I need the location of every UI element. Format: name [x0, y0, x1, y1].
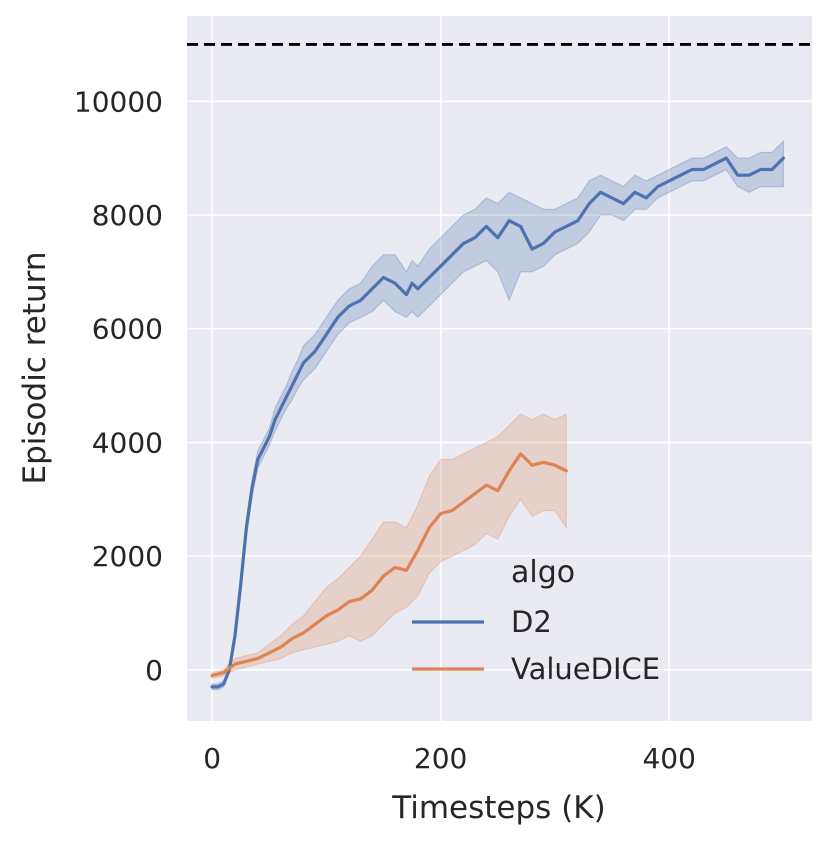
line-valuedice: [210, 452, 568, 678]
y-tick-label: 10000: [74, 85, 163, 118]
grid-lines: [187, 16, 812, 721]
x-tick-label: 200: [414, 742, 467, 775]
x-axis-label: Timesteps (K): [391, 790, 605, 826]
legend-label-d2: D2: [511, 605, 552, 639]
y-tick-label: 8000: [92, 199, 163, 232]
series-lines: [210, 156, 786, 689]
legend-title: algo: [511, 555, 575, 590]
x-tick-label: 0: [203, 742, 221, 775]
band-d2: [211, 139, 784, 691]
band-valuedice: [211, 413, 567, 680]
y-axis-label: Episodic return: [17, 252, 53, 485]
line-d2: [210, 156, 786, 689]
legend: algo D2 ValueDICE: [412, 555, 660, 686]
confidence-bands: [211, 139, 784, 691]
y-tick-label: 2000: [92, 540, 163, 573]
y-tick-label: 0: [145, 654, 163, 687]
y-tick-label: 6000: [92, 313, 163, 346]
legend-label-valuedice: ValueDICE: [511, 652, 660, 686]
plot-background: [187, 16, 812, 721]
x-tick-label: 400: [642, 742, 695, 775]
y-tick-label: 4000: [92, 426, 163, 459]
